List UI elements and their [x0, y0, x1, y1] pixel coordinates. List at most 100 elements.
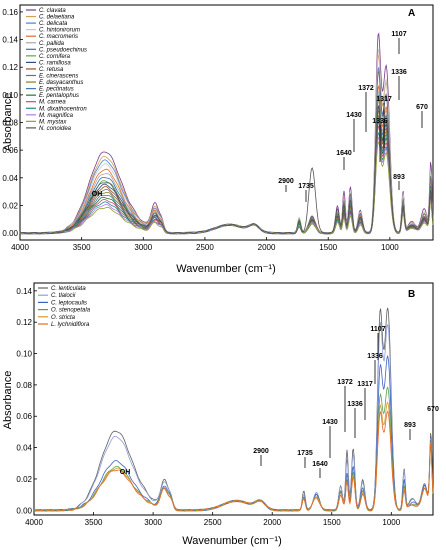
x-tick-label: 3000	[144, 518, 162, 527]
series-line	[33, 410, 434, 512]
x-tick-label: 4000	[25, 518, 43, 527]
peak-annotation: 1735	[297, 450, 313, 457]
peak-annotation: 1336	[347, 401, 363, 408]
legend-entry: E. cinerascens	[39, 74, 78, 80]
peak-annotation: 2900	[278, 178, 294, 185]
panel-a: 4000 3500 3000 2500 2000 1500 1000 0.00 0.02 0.04…	[2, 4, 434, 275]
y-tick-label: 0.00	[16, 506, 32, 515]
legend-entry: C. ramillosa	[39, 60, 71, 66]
series-line	[33, 307, 434, 512]
panel-a-y-axis-label: Absorbance	[2, 93, 14, 152]
peak-annotation: 670	[427, 406, 439, 413]
y-tick-label: 0.04	[2, 174, 18, 183]
peak-annotation: OH	[92, 191, 103, 198]
y-tick-label: 0.10	[16, 350, 32, 359]
x-tick-label: 1500	[323, 518, 341, 527]
y-tick-label: 0.08	[16, 381, 32, 390]
y-tick-label: 0.02	[16, 475, 32, 484]
legend-entry: N. conoidea	[39, 126, 72, 132]
legend-entry: L. lychnidiflora	[51, 322, 90, 328]
y-tick-label: 0.10	[2, 91, 18, 100]
y-tick-label: 0.06	[2, 146, 18, 155]
x-tick-label: 2000	[258, 243, 276, 252]
legend-entry: O. stricta	[51, 315, 76, 321]
legend-entry: C. pseudoechinus	[39, 47, 87, 53]
y-tick-label: 0.02	[2, 201, 18, 210]
legend-entry: C. clavata	[39, 8, 66, 14]
legend-entry: C. retusa	[39, 67, 64, 73]
peak-annotation: 2900	[253, 448, 269, 455]
legend-entry: E. pentalophus	[39, 93, 79, 99]
legend-entry: C. tlalocii	[51, 293, 76, 299]
y-tick-label: 0.14	[2, 36, 18, 45]
legend-entry: O. stenopetala	[51, 308, 91, 314]
legend-entry: M. mystax	[39, 119, 67, 125]
y-tick-label: 0.16	[2, 8, 18, 17]
series-line	[19, 94, 434, 235]
legend-entry: M. dixathocentron	[39, 106, 87, 112]
panel-b-y-axis-label: Absorbance	[2, 371, 14, 430]
legend-entry: C. pallida	[39, 41, 65, 47]
series-line	[33, 354, 434, 512]
legend-entry: C. delaetiana	[39, 15, 75, 21]
panel-b: 4000 3500 3000 2500 2000 1500 1000 0.00 0.02 0.04…	[2, 282, 439, 547]
legend-entry: E. dasyacanthus	[39, 80, 83, 86]
panel-a-axes: 4000 3500 3000 2500 2000 1500 1000 0.00 0.02 0.04…	[2, 8, 399, 252]
series-line	[19, 70, 434, 235]
x-tick-label: 4000	[11, 243, 29, 252]
panel-a-label: A	[408, 8, 415, 19]
y-tick-label: 0.12	[16, 318, 32, 327]
peak-annotation: 1317	[376, 96, 392, 103]
x-tick-label: 3000	[134, 243, 152, 252]
panel-b-x-axis-label: Wavenumber (cm⁻¹)	[182, 535, 282, 547]
y-tick-label: 0.00	[2, 229, 18, 238]
x-tick-label: 2500	[196, 243, 214, 252]
panel-a-series	[19, 32, 434, 235]
peak-annotation: 1336	[391, 69, 407, 76]
y-tick-label: 0.06	[16, 412, 32, 421]
series-line	[19, 32, 434, 235]
panel-b-label: B	[408, 289, 415, 300]
peak-annotation: 1317	[357, 381, 373, 388]
legend-entry: E. pectinatus	[39, 87, 74, 93]
peak-annotation: OH	[120, 469, 131, 476]
peak-annotation: 1430	[346, 112, 362, 119]
panel-b-axes: 4000 3500 3000 2500 2000 1500 1000 0.00 0.02 0.04…	[16, 287, 400, 527]
series-line	[33, 322, 434, 512]
peak-annotation: 670	[416, 104, 428, 111]
x-tick-label: 3500	[85, 518, 103, 527]
series-line	[19, 98, 434, 235]
peak-annotation: 1372	[337, 379, 353, 386]
legend-entry: M. carnea	[39, 100, 66, 106]
x-tick-label: 1000	[382, 518, 400, 527]
legend-entry: C. lenticulata	[51, 286, 86, 292]
peak-annotation: 1640	[336, 150, 352, 157]
y-tick-label: 0.04	[16, 444, 32, 453]
peak-annotation: 1107	[370, 326, 385, 333]
legend-entry: C. macromeris	[39, 34, 78, 40]
legend-entry: C. leptocaulis	[51, 300, 87, 306]
y-tick-label: 0.12	[2, 63, 18, 72]
peak-annotation: 1336	[372, 118, 388, 125]
y-tick-label: 0.14	[16, 287, 32, 296]
panel-b-plot-frame	[33, 282, 434, 516]
peak-annotation: 1336	[367, 353, 383, 360]
peak-annotation: 1640	[312, 461, 328, 468]
peak-annotation: 1372	[358, 85, 374, 92]
peak-annotation: 893	[393, 174, 405, 181]
x-tick-label: 3500	[73, 243, 91, 252]
series-line	[19, 106, 434, 235]
legend-entry: M. magnifica	[39, 113, 74, 119]
y-tick-label: 0.08	[2, 119, 18, 128]
x-tick-label: 1000	[381, 243, 399, 252]
panel-a-x-axis-label: Wavenumber (cm⁻¹)	[176, 263, 276, 275]
x-tick-label: 2500	[204, 518, 222, 527]
series-line	[19, 90, 434, 235]
legend-entry: C. cornifera	[39, 54, 71, 60]
legend-entry: C. hintonirorum	[39, 28, 80, 34]
panel-b-series	[33, 307, 434, 512]
peak-annotation: 1735	[298, 183, 314, 190]
